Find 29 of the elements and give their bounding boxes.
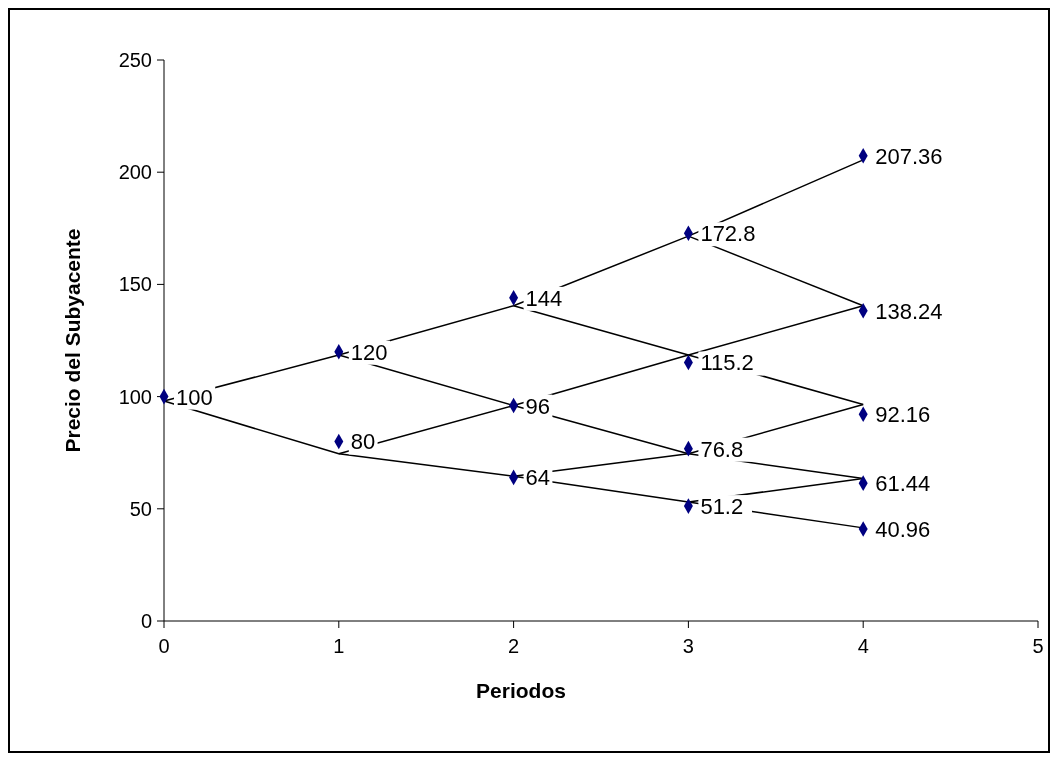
x-tick-label: 2 [508,635,520,657]
data-label: 40.96 [875,517,931,543]
data-label: 92.16 [875,402,931,428]
y-tick-label: 150 [118,273,152,296]
x-tick-label: 1 [333,635,345,657]
data-label: 100 [176,384,213,410]
x-tick-label: 4 [857,635,869,657]
data-label: 144 [525,285,563,311]
data-label: 61.44 [875,471,931,497]
y-tick-label: 250 [118,49,152,71]
y-tick-label: 50 [129,497,152,520]
data-label: 51.2 [700,494,744,520]
y-tick-label: 200 [118,161,152,184]
data-label: 96 [525,393,551,419]
x-tick-label: 3 [682,635,694,657]
data-label: 115.2 [700,350,754,376]
data-label: 80 [350,429,376,455]
x-axis-title: Periodos [476,679,566,702]
y-axis-title: Precio del Subyacente [61,228,84,453]
data-label: 138.24 [875,298,943,324]
x-tick-label: 5 [1032,635,1044,657]
data-label: 207.36 [875,143,943,169]
y-tick-label: 100 [118,385,152,408]
data-label: 76.8 [700,436,744,462]
data-label: 120 [350,339,388,365]
x-tick-label: 0 [158,635,170,657]
data-label: 172.8 [700,221,756,247]
data-label: 64 [525,465,551,491]
y-tick-label: 0 [140,610,152,632]
